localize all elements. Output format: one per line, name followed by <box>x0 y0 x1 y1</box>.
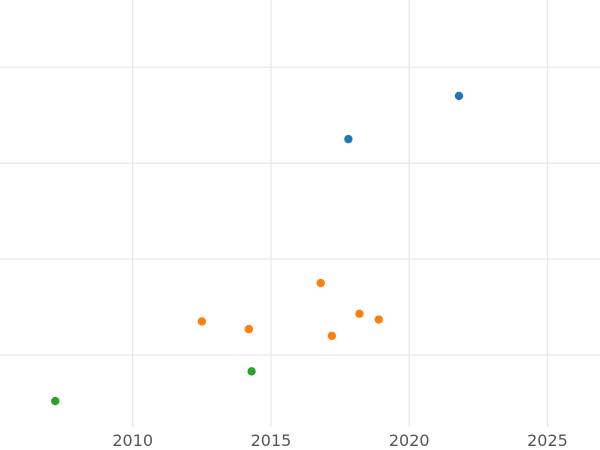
grid <box>0 0 600 427</box>
x-tick-label: 2015 <box>251 431 292 450</box>
x-tick-label: 2010 <box>112 431 153 450</box>
data-point-series-1 <box>197 317 207 326</box>
data-point-series-2 <box>247 367 256 376</box>
x-axis-ticks: 2010 2015 2020 2025 <box>112 431 567 450</box>
data-point-series-1 <box>355 309 364 318</box>
data-point-series-1 <box>316 278 325 288</box>
data-points <box>51 91 464 406</box>
x-tick-label: 2025 <box>527 431 568 450</box>
data-point-series-2 <box>51 396 60 406</box>
data-point-series-1 <box>244 324 254 334</box>
data-point-series-1 <box>374 315 384 324</box>
data-point-series-1 <box>327 331 336 341</box>
data-point-series-0 <box>344 134 353 144</box>
x-tick-label: 2020 <box>389 431 430 450</box>
data-point-series-0 <box>454 91 464 101</box>
